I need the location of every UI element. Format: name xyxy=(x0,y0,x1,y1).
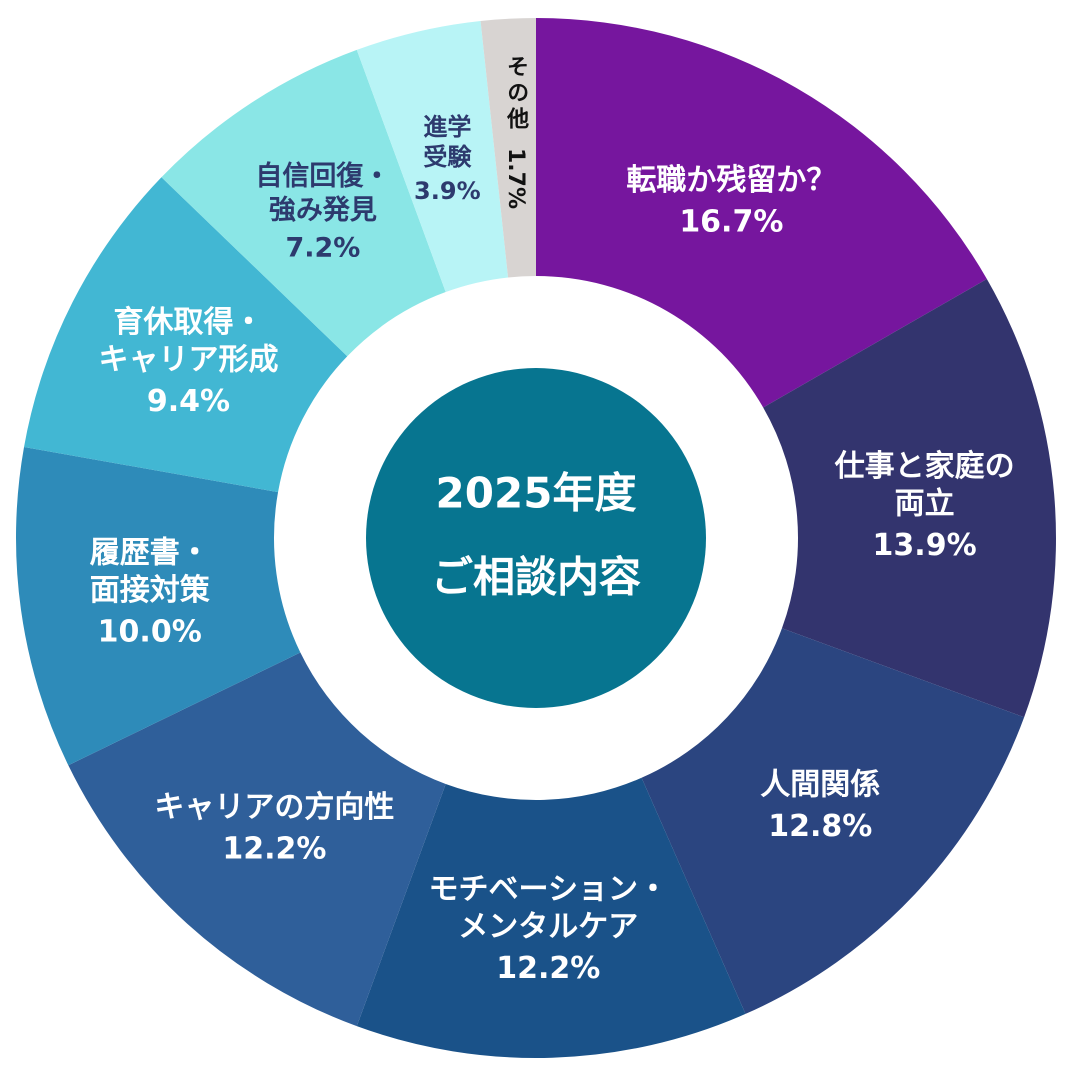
slice xyxy=(356,777,746,1058)
slice-label: 育休取得・ xyxy=(114,305,264,340)
slice xyxy=(68,652,446,1027)
slice-label: 面接対策 xyxy=(90,573,210,608)
value-label: 9.4% xyxy=(147,384,230,419)
center-title: ご相談内容 xyxy=(431,553,641,602)
slice-label: 転職か残留か？ xyxy=(626,163,836,198)
slice-label: 自信回復・ xyxy=(255,160,390,192)
value-label: 7.2% xyxy=(285,233,360,264)
value-label: 12.8% xyxy=(768,809,872,844)
slice-label: キャリアの方向性 xyxy=(154,790,394,825)
slice-label: 進学 xyxy=(423,113,471,141)
center-title: 2025年度 xyxy=(436,469,637,518)
value-label: 16.7% xyxy=(679,205,783,240)
slice xyxy=(15,446,301,766)
value-label: 1.7% xyxy=(503,148,528,209)
value-label: 13.9% xyxy=(873,528,977,563)
slice xyxy=(356,20,509,293)
slice xyxy=(536,18,987,408)
slice xyxy=(480,18,536,278)
slice xyxy=(161,49,446,357)
value-label: 12.2% xyxy=(222,832,326,867)
slice xyxy=(24,177,348,493)
value-label: 10.0% xyxy=(98,615,202,650)
slice-label: 仕事と家庭の xyxy=(834,449,1015,484)
slice-label: メンタルケア xyxy=(458,909,638,944)
value-label: 3.9% xyxy=(414,177,481,205)
slice xyxy=(763,278,1056,718)
center-circle xyxy=(366,368,706,708)
slice-label: 履歴書・ xyxy=(90,536,210,571)
slice-label: 強み発見 xyxy=(269,195,377,226)
slice-label: 人間関係 xyxy=(760,768,880,803)
slice-label: その他 xyxy=(503,55,530,133)
value-label: 12.2% xyxy=(496,951,600,986)
slice-label: 両立 xyxy=(895,486,955,521)
slice-label: 受験 xyxy=(423,143,472,171)
slice-label: キャリア形成 xyxy=(99,342,279,377)
slice xyxy=(641,628,1025,1014)
slice-label: モチベーション・ xyxy=(429,872,668,907)
